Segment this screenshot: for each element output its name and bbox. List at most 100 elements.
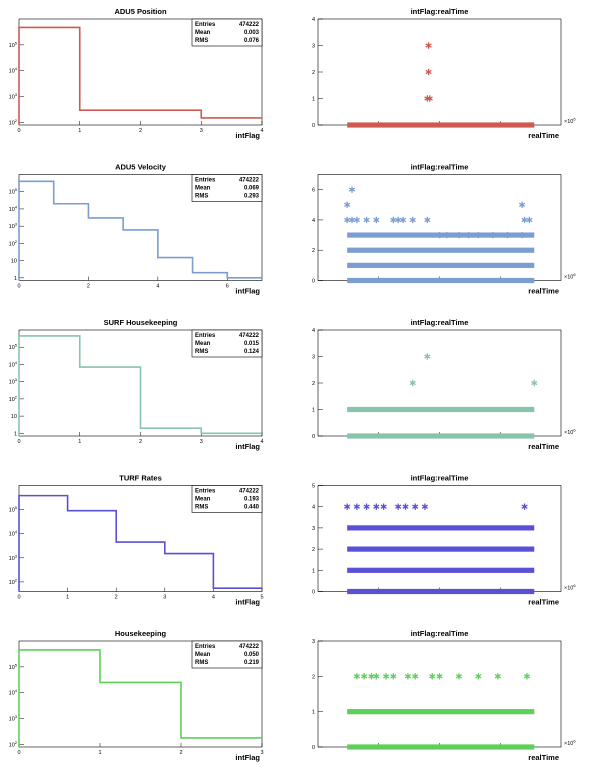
scatter-panel-0: intFlag:realTime 0 1 2 3 4 realTime ×106 [312,7,576,140]
y-tick-label: 4 [312,328,315,334]
stats-label-rms: RMS [195,38,208,44]
stats-value-entries: 474222 [239,22,260,28]
x-tick-label: 2 [179,750,182,756]
y-tick-label: 104 [9,66,18,75]
histogram-bin [201,433,262,436]
stats-label-mean: Mean [195,497,211,503]
y-tick-label: 6 [312,188,315,194]
stats-value-mean: 0.069 [244,186,260,192]
scatter-point [519,231,526,239]
scatter-point [425,68,432,76]
scatter-point [353,673,360,680]
scatter-point [404,673,412,680]
histogram-title: ADU5 Velocity [115,163,167,172]
stats-label-rms: RMS [195,505,208,511]
scatter-point [353,503,360,510]
scatter-band [347,546,535,552]
x-axis-label: realTime [528,442,559,451]
histogram-title: TURF Rates [119,474,162,483]
scatter-point [361,673,368,680]
x-tick-label: 3 [200,128,203,134]
scatter-point [373,216,380,224]
x-tick-label: 4 [212,595,215,601]
stats-label-entries: Entries [195,333,216,339]
y-tick-label: 4 [312,218,315,224]
histogram-bin [213,588,262,591]
histogram-panel-4: Housekeeping 0 1 2 3 102 103 104 105 intFlag Entri… [9,629,264,762]
histogram-bin [116,542,165,591]
y-tick-label: 3 [312,44,315,50]
histogram-title: ADU5 Position [114,7,167,16]
x-axis-exponent: ×106 [564,117,576,126]
histogram-bin [68,511,117,592]
histogram-bin [181,738,262,747]
x-tick-label: 1 [78,439,81,445]
stats-box [191,174,263,202]
x-axis-label: intFlag [235,753,260,762]
stats-label-rms: RMS [195,349,208,355]
scatter-panel-4: intFlag:realTime 0 1 2 3 realTime ×106 [312,629,576,762]
scatter-band [347,277,535,284]
scatter-point [521,503,528,510]
x-tick-label: 0 [17,284,20,290]
x-axis-exponent: ×106 [564,272,576,281]
y-tick-label: 104 [9,529,18,538]
scatter-point [455,231,463,239]
y-tick-label: 105 [9,505,18,513]
x-tick-label: 0 [17,128,20,134]
y-tick-label: 3 [312,639,315,645]
scatter-point [475,673,482,680]
scatter-point [531,379,538,387]
stats-label-rms: RMS [195,194,208,200]
y-tick-label: 2 [312,381,315,387]
y-tick-label: 104 [9,204,18,213]
scatter-point [373,673,380,680]
plot-frame [317,18,562,126]
y-tick-label: 102 [9,118,18,127]
histogram-bin [100,682,181,747]
histogram-title: Housekeeping [115,629,167,638]
histogram-bin [54,204,89,281]
y-tick-label: 1 [312,97,315,103]
stats-box [191,329,263,358]
histogram-bin [88,218,123,281]
histogram-line [18,26,262,125]
x-tick-label: 0 [17,595,20,601]
x-axis-label: realTime [528,753,559,762]
stats-label-entries: Entries [195,22,216,28]
scatter-point [523,673,531,680]
scatter-point [424,353,431,360]
y-tick-label: 1 [14,431,17,437]
stats-label-mean: Mean [195,30,211,36]
x-tick-label: 2 [87,284,90,290]
scatter-point [344,503,351,510]
y-tick-label: 2 [312,547,315,553]
scatter-point [494,673,501,680]
y-tick-label: 2 [312,70,315,76]
scatter-band [347,588,535,595]
stats-value-rms: 0.124 [244,349,260,355]
stats-value-mean: 0.015 [244,341,260,347]
y-tick-label: 2 [312,248,315,254]
x-tick-label: 1 [98,750,101,756]
y-tick-label: 105 [9,40,18,49]
scatter-point [519,201,526,208]
histogram-bin [19,336,80,436]
x-axis-exponent: ×106 [564,583,576,592]
x-tick-label: 2 [139,439,142,445]
scatter-point [455,673,463,680]
stats-label-rms: RMS [195,660,208,666]
x-tick-label: 1 [66,595,69,601]
histogram-bin [80,110,202,125]
scatter-title: intFlag:realTime [411,7,469,16]
scatter-band [347,709,535,715]
x-tick-label: 6 [226,284,229,290]
y-tick-label: 3 [312,355,315,361]
scatter-point [425,42,432,49]
stats-value-rms: 0.076 [244,38,260,44]
stats-value-mean: 0.003 [244,30,260,36]
scatter-point [348,186,356,193]
x-axis-exponent: ×106 [564,739,576,748]
scatter-point [390,673,397,680]
